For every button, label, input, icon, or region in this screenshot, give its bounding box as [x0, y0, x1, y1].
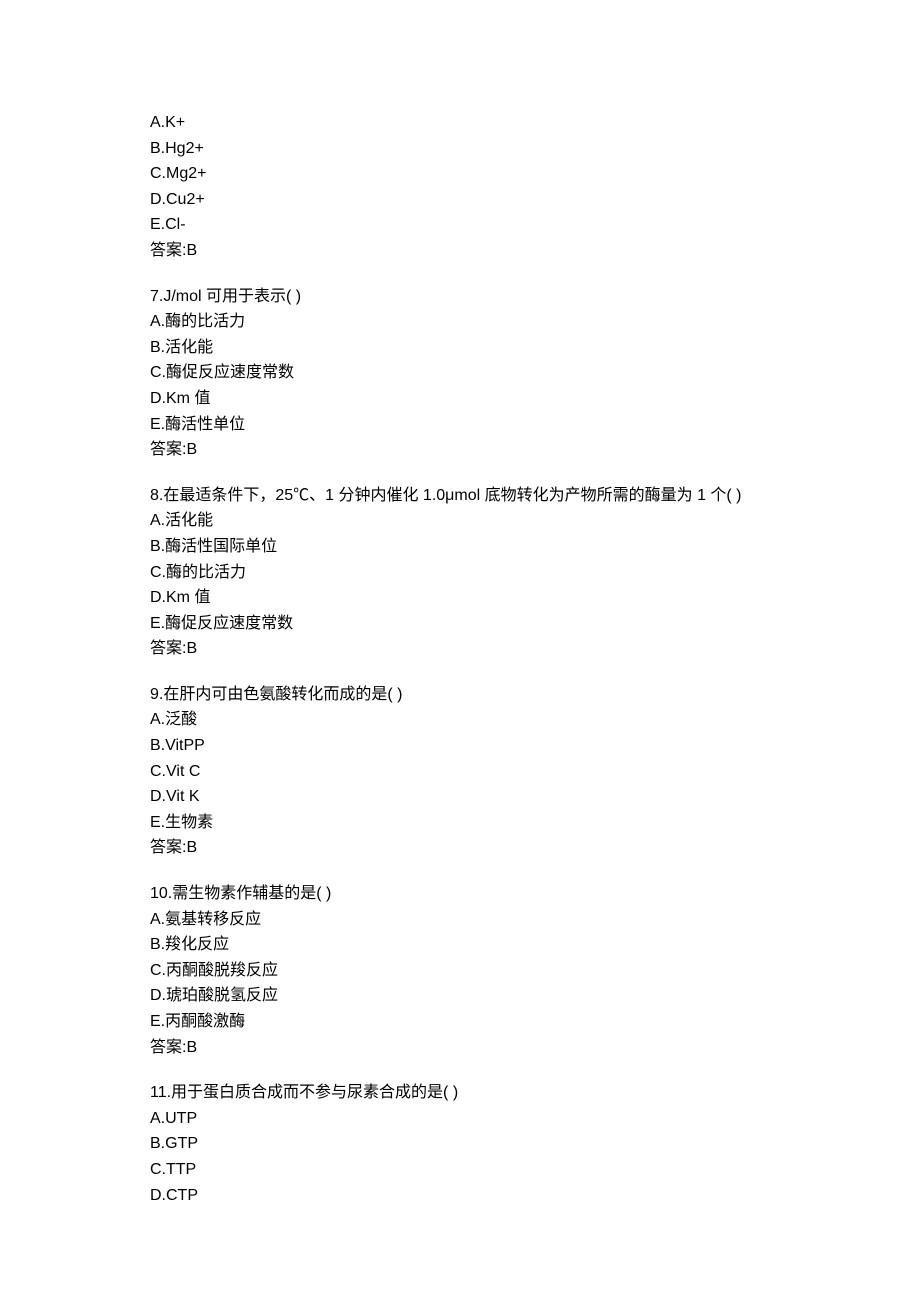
question-8: 8.在最适条件下，25℃、1 分钟内催化 1.0μmol 底物转化为产物所需的酶… — [150, 483, 770, 662]
question-text: 7.J/mol 可用于表示( ) — [150, 284, 770, 310]
answer-text: 答案:B — [150, 1035, 770, 1061]
option-b: B.GTP — [150, 1131, 770, 1157]
question-text: 10.需生物素作辅基的是( ) — [150, 881, 770, 907]
question-11: 11.用于蛋白质合成而不参与尿素合成的是( ) A.UTP B.GTP C.TT… — [150, 1080, 770, 1208]
option-b: B.酶活性国际单位 — [150, 534, 770, 560]
option-a: A.活化能 — [150, 508, 770, 534]
answer-text: 答案:B — [150, 437, 770, 463]
option-a: A.酶的比活力 — [150, 309, 770, 335]
option-d: D.Cu2+ — [150, 187, 770, 213]
option-b: B.Hg2+ — [150, 136, 770, 162]
option-d: D.Km 值 — [150, 386, 770, 412]
question-10: 10.需生物素作辅基的是( ) A.氨基转移反应 B.羧化反应 C.丙酮酸脱羧反… — [150, 881, 770, 1060]
option-e: E.丙酮酸激酶 — [150, 1009, 770, 1035]
question-text: 9.在肝内可由色氨酸转化而成的是( ) — [150, 682, 770, 708]
option-a: A.氨基转移反应 — [150, 907, 770, 933]
option-c: C.TTP — [150, 1157, 770, 1183]
option-c: C.酶的比活力 — [150, 560, 770, 586]
option-b: B.活化能 — [150, 335, 770, 361]
question-text: 8.在最适条件下，25℃、1 分钟内催化 1.0μmol 底物转化为产物所需的酶… — [150, 483, 770, 509]
option-b: B.羧化反应 — [150, 932, 770, 958]
option-d: D.CTP — [150, 1183, 770, 1209]
option-a: A.泛酸 — [150, 707, 770, 733]
question-9: 9.在肝内可由色氨酸转化而成的是( ) A.泛酸 B.VitPP C.Vit C… — [150, 682, 770, 861]
question-7: 7.J/mol 可用于表示( ) A.酶的比活力 B.活化能 C.酶促反应速度常… — [150, 284, 770, 463]
option-b: B.VitPP — [150, 733, 770, 759]
option-d: D.Vit K — [150, 784, 770, 810]
option-d: D.Km 值 — [150, 585, 770, 611]
option-c: C.Mg2+ — [150, 161, 770, 187]
option-c: C.酶促反应速度常数 — [150, 360, 770, 386]
option-c: C.丙酮酸脱羧反应 — [150, 958, 770, 984]
option-e: E.酶活性单位 — [150, 412, 770, 438]
option-d: D.琥珀酸脱氢反应 — [150, 983, 770, 1009]
option-e: E.酶促反应速度常数 — [150, 611, 770, 637]
option-e: E.Cl- — [150, 212, 770, 238]
option-a: A.UTP — [150, 1106, 770, 1132]
answer-text: 答案:B — [150, 835, 770, 861]
option-c: C.Vit C — [150, 759, 770, 785]
answer-text: 答案:B — [150, 238, 770, 264]
option-e: E.生物素 — [150, 810, 770, 836]
option-a: A.K+ — [150, 110, 770, 136]
question-text: 11.用于蛋白质合成而不参与尿素合成的是( ) — [150, 1080, 770, 1106]
partial-question-block: A.K+ B.Hg2+ C.Mg2+ D.Cu2+ E.Cl- 答案:B — [150, 110, 770, 264]
answer-text: 答案:B — [150, 636, 770, 662]
